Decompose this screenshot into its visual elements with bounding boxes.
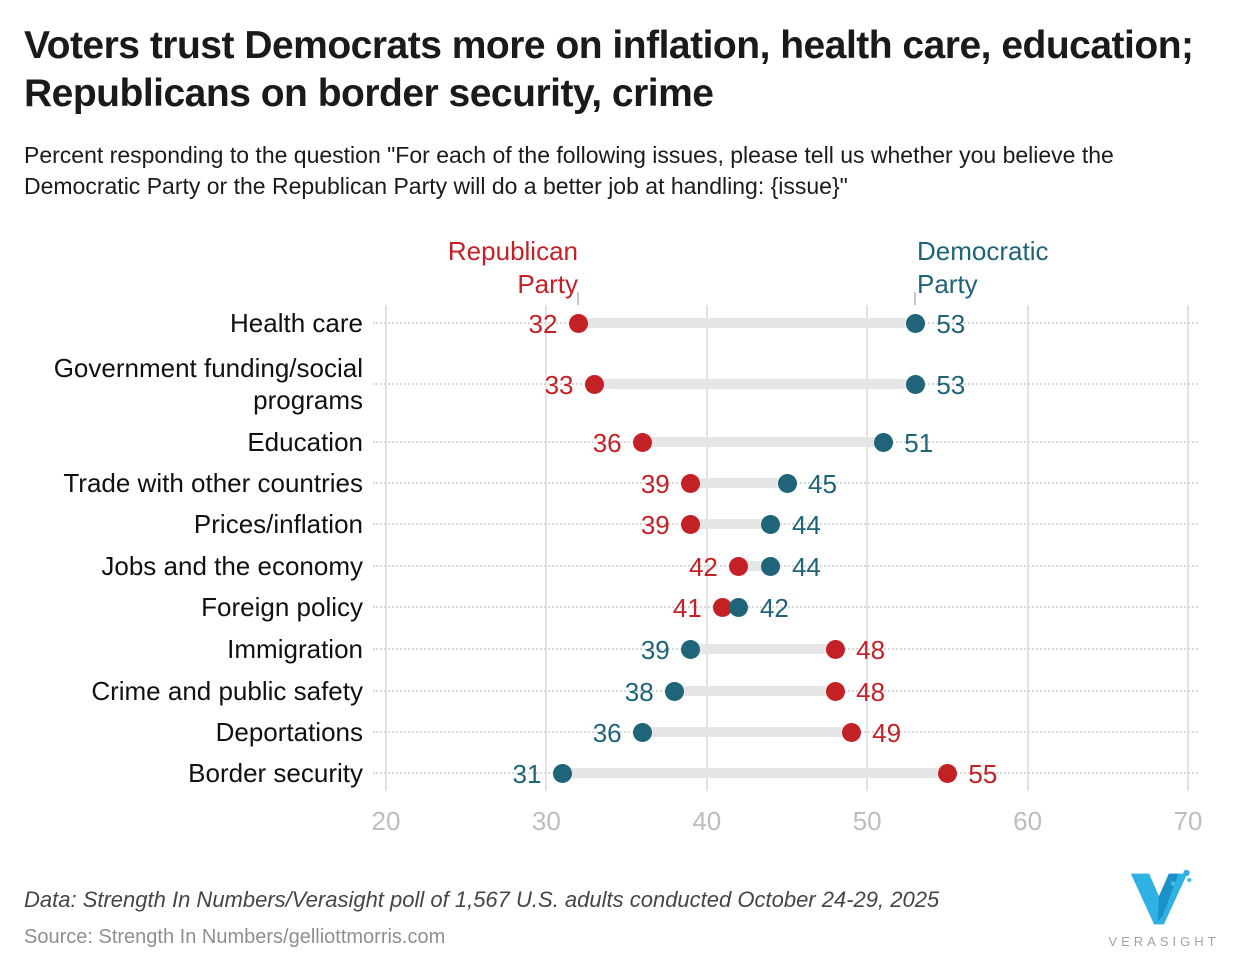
democratic-dot: [905, 313, 925, 333]
issue-label: Government funding/social programs: [53, 353, 363, 415]
dumbbell-bar: [690, 519, 771, 529]
gridline-70: [1187, 305, 1189, 791]
republican-dot: [681, 514, 701, 534]
republican-dot: [825, 681, 845, 701]
republican-dot: [681, 473, 701, 493]
legend-republican-party: Republican Party: [447, 236, 578, 299]
dumbbell-bar: [738, 561, 771, 571]
legend-democratic-party: Democratic Party: [917, 236, 1049, 299]
democratic-value: 45: [808, 469, 837, 499]
democratic-value: 44: [791, 552, 821, 582]
issue-label: Trade with other countries: [63, 468, 363, 498]
issue-label: Border security: [188, 758, 363, 788]
democratic-dot: [633, 722, 653, 742]
republican-value: 48: [856, 635, 886, 665]
issue-label: Education: [247, 427, 363, 457]
republican-dot: [633, 432, 653, 452]
row-leader-line: [373, 606, 1198, 608]
republican-dot: [937, 763, 957, 783]
dumbbell-bar: [690, 644, 836, 654]
dumbbell-bar: [562, 768, 948, 778]
data-note: Data: Strength In Numbers/Verasight poll…: [24, 887, 940, 912]
republican-dot: [568, 313, 588, 333]
republican-value: 33: [544, 370, 574, 400]
x-axis-tick-label: 70: [1173, 806, 1203, 836]
republican-value: 36: [592, 428, 622, 458]
dumbbell-bar: [642, 727, 852, 737]
democratic-value: 31: [512, 759, 542, 789]
verasight-logo-icon: [1130, 869, 1192, 925]
republican-value: 39: [640, 469, 670, 499]
republican-value: 39: [640, 510, 670, 540]
dumbbell-plot: Republican Party Democratic Party 20 30 40…: [53, 236, 1203, 836]
democratic-value: 51: [904, 428, 934, 458]
x-axis-tick-label: 60: [1013, 806, 1043, 836]
issue-label: Prices/inflation: [193, 509, 363, 539]
democratic-dot: [873, 432, 893, 452]
verasight-wordmark: VERASIGHT: [1108, 934, 1220, 949]
democratic-value: 39: [640, 635, 670, 665]
dumbbell-bar: [674, 686, 836, 696]
democratic-value: 53: [936, 309, 966, 339]
democratic-dot: [761, 514, 781, 534]
x-axis-tick-label: 20: [371, 806, 401, 836]
issue-label: Foreign policy: [201, 592, 363, 622]
dumbbell-bar: [642, 437, 884, 447]
republican-dot: [729, 556, 749, 576]
issue-label: Deportations: [215, 717, 363, 747]
republican-value: 42: [688, 552, 718, 582]
democratic-dot: [665, 681, 685, 701]
republican-value: 48: [856, 677, 886, 707]
issue-label: Jobs and the economy: [101, 551, 363, 581]
democratic-value: 38: [624, 677, 654, 707]
issue-label: Immigration: [227, 634, 363, 664]
republican-value: 55: [968, 759, 998, 789]
democratic-dot: [905, 374, 925, 394]
x-axis-tick-label: 40: [692, 806, 722, 836]
dumbbell-bar: [594, 379, 916, 389]
democratic-dot: [552, 763, 572, 783]
gridline-60: [1026, 305, 1029, 791]
legend-republican-tick: [577, 292, 580, 305]
democratic-value: 36: [592, 718, 622, 748]
dumbbell-bar: [690, 478, 787, 488]
x-axis-tick-label: 30: [531, 806, 561, 836]
democratic-value: 53: [936, 370, 966, 400]
row-leader-line: [373, 565, 1198, 567]
republican-value: 32: [528, 309, 558, 339]
democratic-dot: [729, 597, 749, 617]
issue-label: Crime and public safety: [91, 676, 363, 706]
democratic-dot: [681, 639, 701, 659]
democratic-dot: [777, 473, 797, 493]
legend-democratic-tick: [914, 292, 917, 305]
source-note: Source: Strength In Numbers/gelliottmorr…: [24, 926, 446, 948]
x-axis-tick-label: 50: [852, 806, 882, 836]
republican-value: 41: [672, 593, 702, 623]
republican-dot: [825, 639, 845, 659]
gridline-40: [705, 305, 708, 791]
chart-title: Voters trust Democrats more on inflation…: [24, 24, 1194, 115]
republican-value: 49: [872, 718, 902, 748]
republican-dot: [585, 374, 605, 394]
gridline-30: [545, 305, 548, 791]
row-leader-line: [373, 523, 1198, 525]
democratic-value: 44: [791, 510, 821, 540]
chart-subtitle: Percent responding to the question "For …: [24, 142, 1114, 199]
democratic-dot: [761, 556, 781, 576]
issue-label: Health care: [230, 308, 363, 338]
democratic-value: 42: [759, 593, 789, 623]
gridline-50: [866, 305, 869, 791]
republican-dot: [841, 722, 861, 742]
dumbbell-bar: [578, 318, 916, 328]
gridline-20: [385, 305, 387, 791]
republican-dot: [713, 597, 733, 617]
